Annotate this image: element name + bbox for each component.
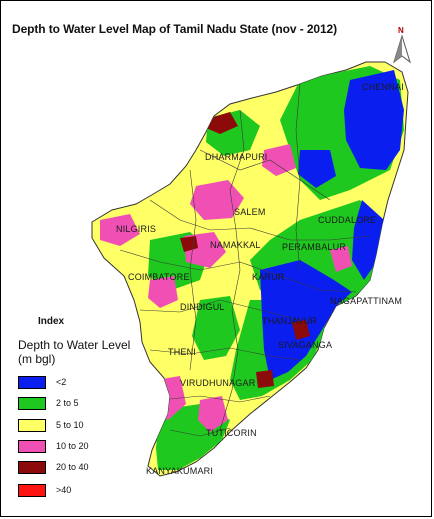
district-label-namakkal: NAMAKKAL	[210, 240, 261, 250]
legend-title: Depth to Water Level (m bgl)	[18, 338, 178, 366]
district-label-karur: KARUR	[252, 272, 285, 282]
zone-20to40-nw	[206, 112, 238, 134]
zone-10to20-south2	[198, 396, 228, 432]
legend-swatch	[18, 376, 46, 389]
district-label-perambalur: PERAMBALUR	[282, 242, 347, 252]
legend-label: >40	[56, 485, 72, 495]
zone-10to20-salem	[190, 180, 244, 220]
legend-label: 10 to 20	[56, 441, 89, 451]
district-label-theni: THENI	[168, 347, 196, 357]
district-label-coimbatore: COIMBATORE	[128, 272, 190, 282]
legend-swatch	[18, 419, 46, 432]
district-label-dindigul: DINDIGUL	[180, 302, 225, 312]
zone-10to20-east	[330, 246, 352, 272]
legend-label: 5 to 10	[56, 420, 84, 430]
district-label-tuticorin: TUTICORIN	[206, 428, 257, 438]
north-arrow-icon	[393, 34, 411, 64]
district-label-sivaganga: SIVAGANGA	[278, 340, 333, 350]
legend-swatch	[18, 484, 46, 497]
district-label-nagapattinam: NAGAPATTINAM	[330, 296, 403, 306]
legend-index-heading: Index	[38, 316, 65, 327]
zone-10to20-north	[262, 144, 296, 176]
legend-label: 20 to 40	[56, 462, 89, 472]
zone-10to20-center	[148, 276, 178, 308]
district-label-chennai: CHENNAI	[362, 82, 404, 92]
legend-label: 2 to 5	[56, 398, 79, 408]
legend-swatch	[18, 440, 46, 453]
zone-20to40-delta	[292, 320, 310, 340]
north-letter: N	[398, 26, 404, 35]
map-title: Depth to Water Level Map of Tamil Nadu S…	[12, 22, 338, 36]
legend-label: <2	[56, 377, 67, 387]
legend-swatch	[18, 397, 46, 410]
district-label-salem: SALEM	[234, 207, 266, 217]
district-label-virudhunagar: VIRUDHUNAGAR	[180, 378, 256, 388]
district-label-thanjavur: THANJAVUR	[262, 316, 318, 326]
zone-lt2-patch	[298, 150, 336, 188]
zone-20to40-south	[256, 370, 274, 388]
zone-lt2-chennai	[344, 70, 404, 170]
legend-title-line2: (m bgl)	[18, 352, 56, 366]
zone-2to5-central	[192, 296, 240, 360]
district-label-dharmapuri: DHARMAPURI	[205, 152, 268, 162]
legend-swatch	[18, 461, 46, 474]
legend-title-line1: Depth to Water Level	[18, 338, 131, 352]
zone-10to20-west	[100, 214, 140, 246]
district-label-cuddalore: CUDDALORE	[318, 215, 377, 225]
district-label-nilgiris: NILGIRIS	[116, 224, 157, 234]
district-label-kanyakumari: KANYAKUMARI	[146, 466, 214, 476]
